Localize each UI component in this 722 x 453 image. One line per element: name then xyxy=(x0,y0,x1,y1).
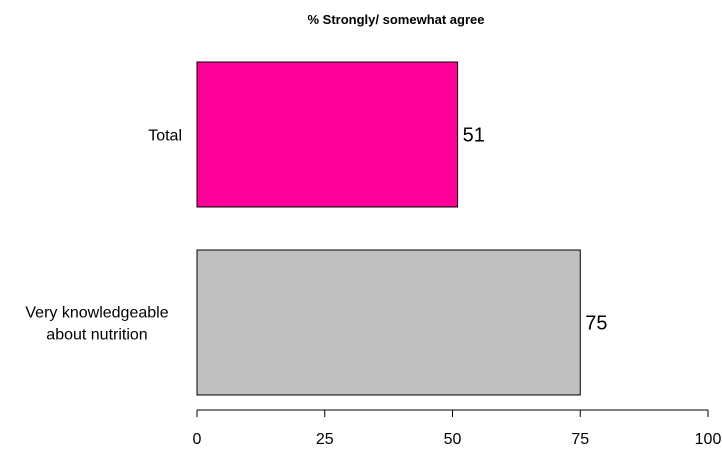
category-label: Very knowledgeable xyxy=(25,305,168,322)
category-label: about nutrition xyxy=(46,327,147,344)
x-tick-label: 50 xyxy=(444,431,462,448)
x-tick-label: 25 xyxy=(316,431,334,448)
bar-total xyxy=(196,61,459,208)
data-label: 51 xyxy=(463,125,485,147)
data-label: 75 xyxy=(585,313,607,335)
category-label: Total xyxy=(148,128,182,145)
bar-very-knowledgeable xyxy=(196,249,581,396)
x-tick-label: 75 xyxy=(571,431,589,448)
x-tick-label: 100 xyxy=(695,431,722,448)
x-tick-label: 0 xyxy=(193,431,202,448)
chart-title: % Strongly/ somewhat agree xyxy=(308,12,485,27)
